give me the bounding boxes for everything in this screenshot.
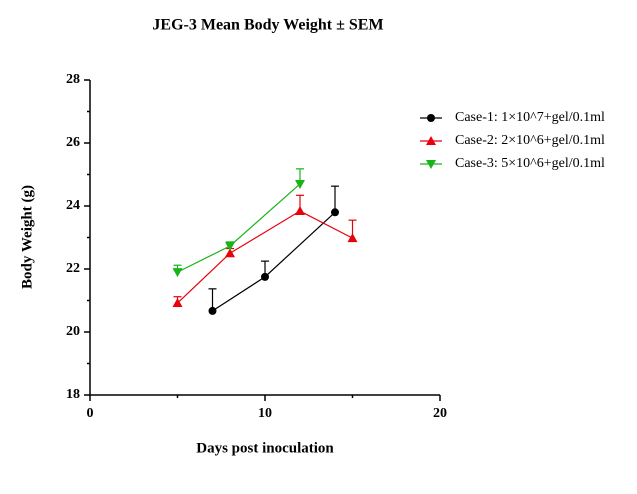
legend-marker: [426, 160, 436, 169]
y-tick-label: 26: [66, 135, 80, 150]
point: [225, 242, 235, 252]
point: [347, 233, 358, 243]
legend-marker: [427, 114, 435, 122]
y-tick-label: 22: [66, 261, 80, 276]
point: [208, 306, 217, 315]
point: [261, 272, 269, 281]
legend-label: Case-2: 2×10^6+gel/0.1ml: [455, 133, 605, 148]
series-line: [177, 183, 301, 273]
point: [295, 179, 305, 189]
point: [172, 298, 183, 308]
x-tick-label: 20: [433, 406, 447, 421]
legend-marker: [426, 136, 436, 145]
y-axis-label: Body Weight (g): [19, 185, 35, 289]
legend-label: Case-1: 1×10^7+gel/0.1ml: [455, 110, 605, 125]
legend-label: Case-3: 5×10^6+gel/0.1ml: [455, 156, 605, 171]
point: [225, 248, 235, 258]
chart-title: JEG-3 Mean Body Weight ± SEM: [152, 17, 383, 34]
y-tick-label: 18: [66, 387, 80, 402]
y-tick-label: 20: [66, 324, 80, 339]
y-tick-label: 28: [66, 72, 80, 87]
point: [295, 206, 305, 216]
x-tick-label: 10: [258, 406, 272, 421]
y-tick-label: 24: [66, 198, 80, 213]
x-tick-label: 0: [87, 406, 94, 421]
series-line: [177, 210, 353, 304]
point: [331, 208, 339, 217]
x-axis-label: Days post inoculation: [196, 440, 334, 456]
point: [172, 268, 183, 278]
